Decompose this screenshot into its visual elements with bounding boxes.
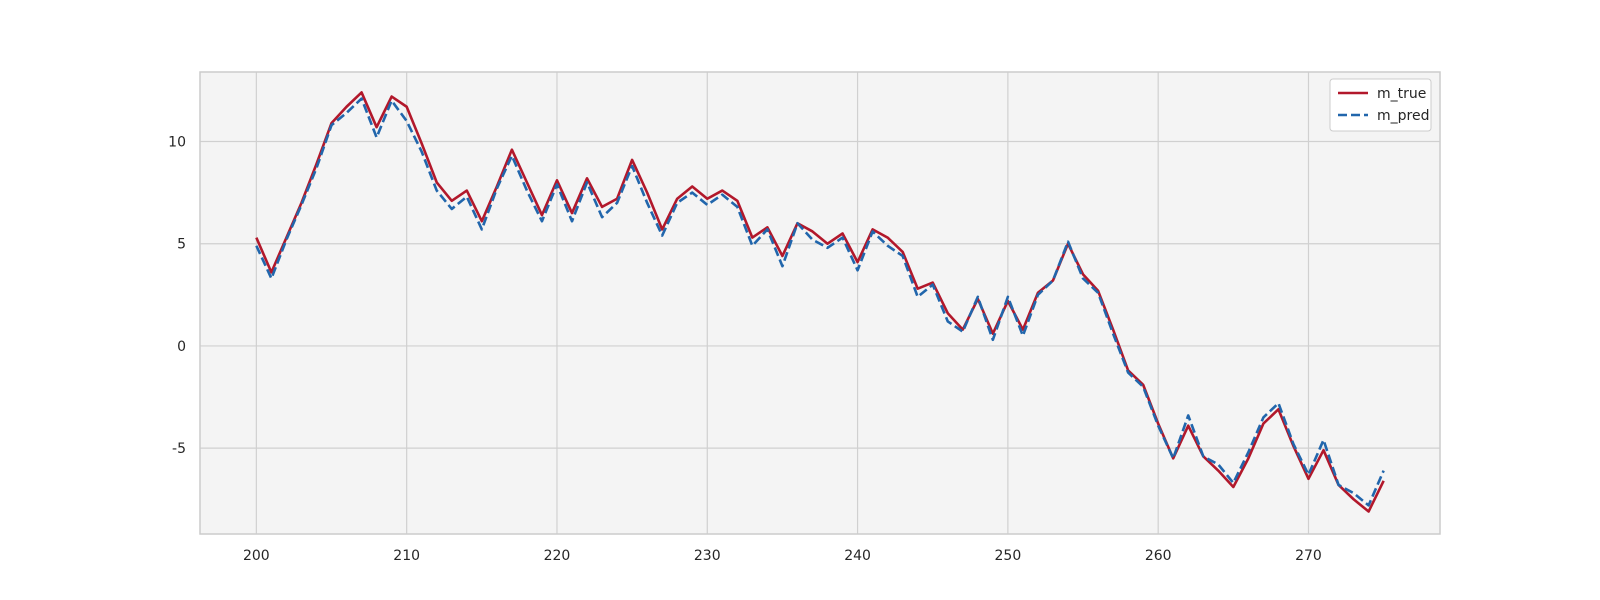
x-tick-label: 240 (844, 548, 871, 564)
x-tick-label: 270 (1295, 548, 1322, 564)
plot-frame (199, 71, 1441, 535)
y-tick-label: -5 (172, 441, 186, 457)
y-tick-label: 10 (168, 135, 186, 151)
y-tick-label: 5 (177, 237, 186, 253)
x-tick-label: 220 (544, 548, 571, 564)
legend-label-m-pred: m_pred (1377, 108, 1429, 124)
x-tick-label: 200 (243, 548, 270, 564)
x-tick-label: 260 (1145, 548, 1172, 564)
x-tick-label: 250 (995, 548, 1022, 564)
x-tick-label: 210 (393, 548, 420, 564)
series-group (255, 91, 1385, 513)
y-axis-tick-labels: -5 0 5 10 (168, 135, 186, 458)
x-tick-label: 230 (694, 548, 721, 564)
series-line-m-true (255, 91, 1385, 513)
x-axis-tick-labels: 200 210 220 230 240 250 260 270 (243, 548, 1322, 564)
y-tick-label: 0 (177, 339, 186, 355)
legend: m_true m_pred (1329, 78, 1432, 132)
series-line-m-pred (255, 97, 1385, 507)
legend-label-m-true: m_true (1377, 86, 1426, 102)
